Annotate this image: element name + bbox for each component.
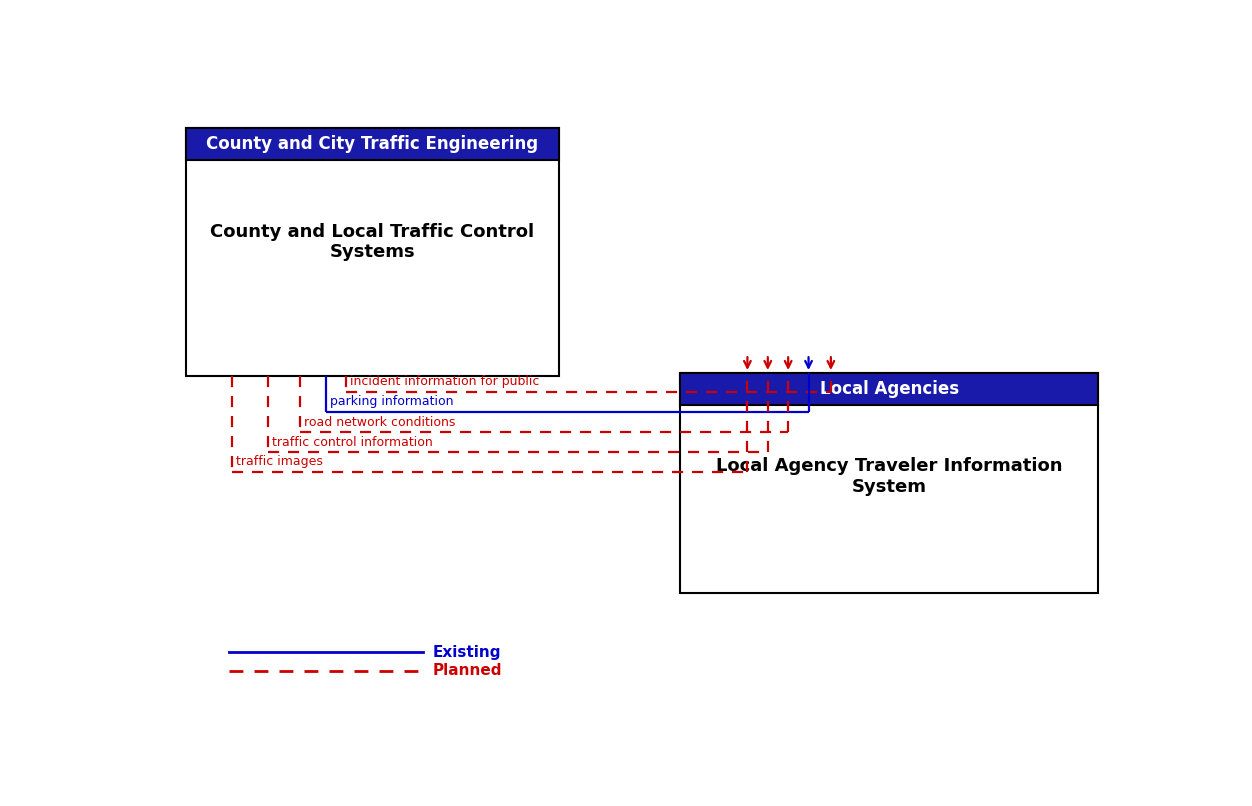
Text: parking information: parking information <box>331 395 453 409</box>
Bar <box>185 127 560 376</box>
Text: Existing: Existing <box>433 645 502 659</box>
Text: road network conditions: road network conditions <box>304 416 456 429</box>
Text: County and City Traffic Engineering: County and City Traffic Engineering <box>207 135 538 153</box>
Bar <box>185 127 560 160</box>
Bar <box>681 373 1098 593</box>
Text: traffic control information: traffic control information <box>272 435 433 449</box>
Text: Local Agency Traveler Information
System: Local Agency Traveler Information System <box>716 457 1063 496</box>
Text: Local Agencies: Local Agencies <box>820 380 959 398</box>
Text: Planned: Planned <box>433 663 502 679</box>
Text: incident information for public: incident information for public <box>349 375 538 388</box>
Bar <box>681 373 1098 405</box>
Text: traffic images: traffic images <box>237 455 323 468</box>
Text: County and Local Traffic Control
Systems: County and Local Traffic Control Systems <box>210 222 535 261</box>
